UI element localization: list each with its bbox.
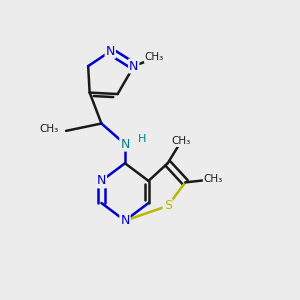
- Text: CH₃: CH₃: [204, 174, 223, 184]
- Text: CH₃: CH₃: [145, 52, 164, 62]
- Text: N: N: [120, 138, 130, 151]
- Text: CH₃: CH₃: [171, 136, 190, 146]
- Text: CH₃: CH₃: [40, 124, 59, 134]
- Text: N: N: [97, 174, 106, 188]
- Text: H: H: [138, 134, 147, 144]
- Text: S: S: [164, 200, 172, 212]
- Text: N: N: [120, 214, 130, 227]
- Text: N: N: [106, 45, 115, 58]
- Text: N: N: [129, 60, 139, 73]
